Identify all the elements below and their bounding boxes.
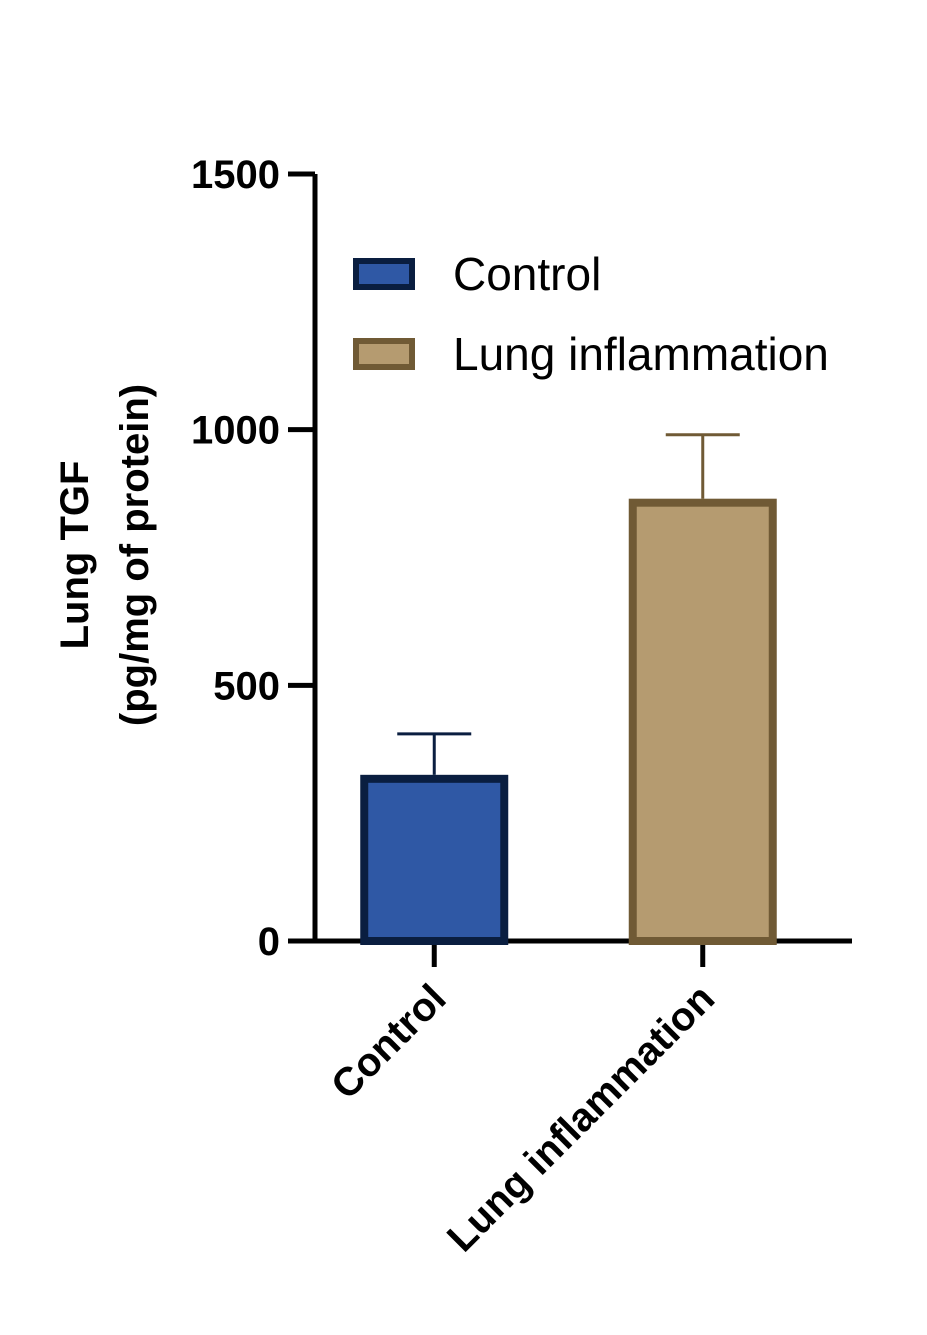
- y-axis: 0 500 1000 1500: [191, 153, 318, 964]
- y-axis-title-line-2: (pg/mg of protein): [113, 384, 157, 726]
- y-tick-label: 1500: [191, 153, 280, 197]
- y-tick-label: 500: [213, 664, 280, 708]
- error-bars: [397, 433, 740, 775]
- y-axis-title-line-1: Lung TGF: [53, 461, 97, 650]
- bar: [360, 774, 509, 945]
- legend-label: Lung inflammation: [453, 328, 829, 380]
- bars: [360, 498, 777, 945]
- y-tick-label: 1000: [191, 409, 280, 453]
- legend-swatch: [353, 258, 415, 290]
- legend: Control Lung inflammation: [353, 248, 829, 380]
- x-tick-label: Control: [323, 976, 455, 1108]
- bar: [628, 498, 777, 945]
- legend-label: Control: [453, 248, 601, 300]
- legend-swatch: [353, 338, 415, 370]
- x-tick-label: Lung inflammation: [439, 976, 723, 1260]
- y-tick-label: 0: [258, 920, 280, 964]
